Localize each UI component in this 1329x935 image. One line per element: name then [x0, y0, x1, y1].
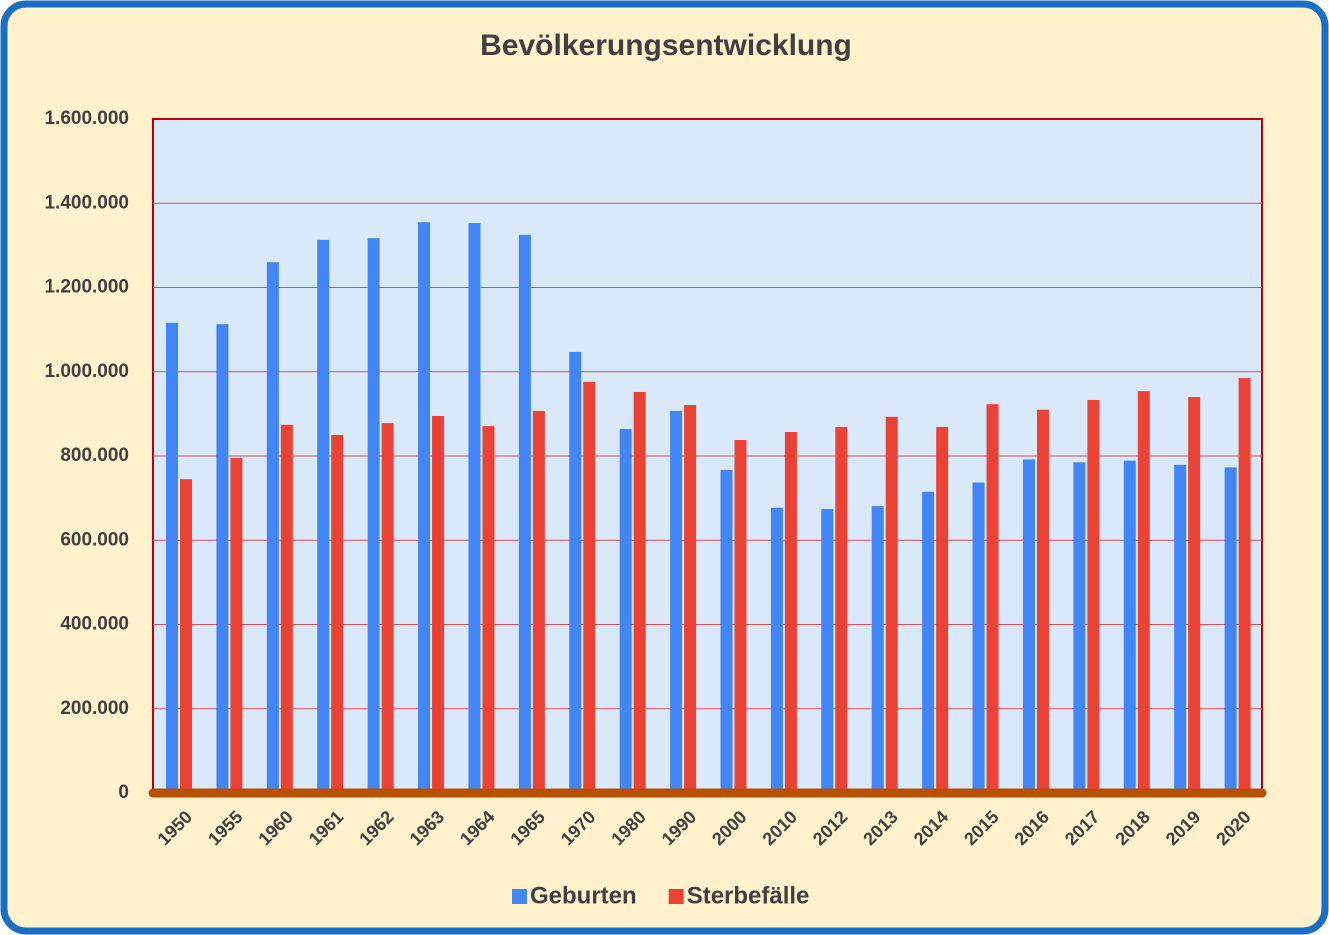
bar: [1036, 409, 1049, 793]
bar: [230, 458, 243, 793]
bar: [1087, 399, 1100, 793]
bar: [532, 410, 545, 793]
bar: [885, 416, 898, 793]
bar: [670, 410, 683, 793]
bar: [1224, 467, 1237, 793]
bar: [367, 238, 380, 793]
y-tick-label: 1.200.000: [44, 277, 129, 298]
bar: [1123, 460, 1136, 793]
legend-swatch: [668, 889, 684, 904]
bar: [266, 262, 279, 794]
bar: [518, 234, 531, 793]
bar: [418, 222, 431, 794]
bar: [784, 431, 797, 793]
bar: [216, 324, 229, 793]
bar: [835, 426, 848, 793]
bar: [569, 351, 582, 793]
bar: [633, 391, 646, 793]
bar: [280, 424, 293, 793]
chart-title: Bevölkerungsentwicklung: [480, 29, 852, 62]
bar: [1188, 397, 1201, 793]
bar: [583, 381, 596, 793]
bar: [180, 479, 192, 793]
bar: [1238, 378, 1251, 793]
bar: [381, 423, 394, 793]
bar: [1137, 391, 1150, 793]
bar: [936, 426, 949, 793]
y-tick-label: 600.000: [60, 529, 129, 550]
bar: [331, 434, 344, 793]
legend-swatch: [512, 889, 527, 904]
legend-label: Geburten: [530, 882, 637, 909]
y-tick-label: 1.000.000: [44, 361, 129, 382]
y-tick-label: 0: [118, 782, 129, 803]
bar: [166, 322, 178, 793]
bar: [986, 404, 999, 793]
bar: [432, 415, 445, 793]
bar: [684, 405, 697, 793]
bar: [619, 429, 632, 793]
bar: [1073, 462, 1086, 793]
y-tick-label: 1.400.000: [44, 192, 129, 213]
y-tick-label: 800.000: [60, 445, 129, 466]
y-tick-label: 400.000: [60, 614, 129, 635]
bar: [922, 491, 935, 793]
bar: [770, 507, 783, 793]
bar: [720, 469, 733, 793]
bar: [468, 223, 481, 793]
bar: [734, 439, 747, 793]
bar: [821, 509, 834, 793]
y-tick-label: 1.600.000: [44, 108, 129, 129]
bar: [317, 239, 330, 793]
y-tick-label: 200.000: [60, 698, 129, 719]
bar: [482, 426, 495, 793]
bar: [1174, 464, 1187, 793]
legend-label: Sterbefälle: [687, 882, 810, 909]
bar: [972, 482, 985, 793]
bar: [1022, 459, 1035, 793]
bar: [871, 506, 884, 793]
